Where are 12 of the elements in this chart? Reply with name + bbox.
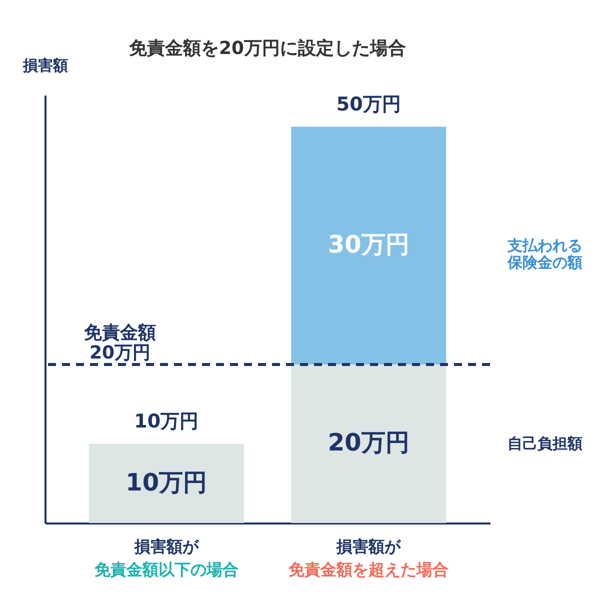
data-label: 10万円 bbox=[126, 468, 208, 496]
data-label: 30万円 bbox=[328, 230, 410, 259]
text: 自己負担額 bbox=[508, 434, 582, 453]
data-label: 20万円 bbox=[328, 428, 410, 457]
total-label: 10万円 bbox=[134, 410, 199, 433]
x-tick-label: 損害額が免責金額以下の場合 bbox=[93, 537, 238, 579]
y-axis-title: 損害額 bbox=[22, 56, 68, 74]
total-label: 50万円 bbox=[336, 94, 401, 116]
chart-title: 免責金額を20万円に設定した場合 bbox=[128, 38, 406, 59]
ref-line-label: 免責金額 20万円 bbox=[83, 322, 156, 364]
text: 支払われる保険金の額 bbox=[506, 236, 582, 272]
x-tick-label: 損害額が免責金額を超えた場合 bbox=[288, 537, 449, 579]
